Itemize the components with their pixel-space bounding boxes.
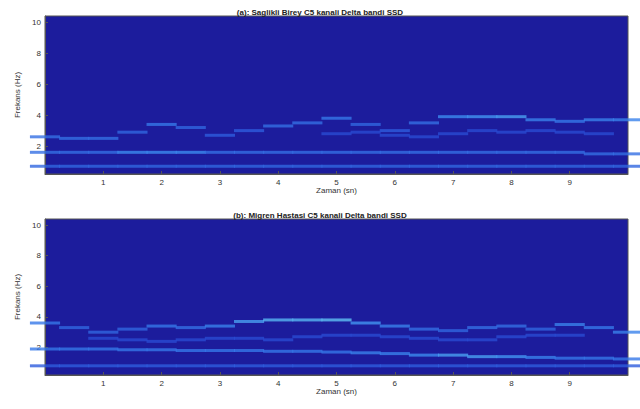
svg-text:7: 7: [451, 178, 456, 187]
svg-text:6: 6: [393, 379, 398, 388]
svg-text:6: 6: [393, 178, 398, 187]
svg-text:Zaman (sn): Zaman (sn): [316, 387, 357, 396]
svg-text:2: 2: [159, 178, 164, 187]
svg-text:3: 3: [218, 178, 223, 187]
svg-text:7: 7: [451, 379, 456, 388]
svg-text:10: 10: [32, 221, 41, 230]
svg-text:6: 6: [37, 282, 42, 291]
svg-text:Frekans (Hz): Frekans (Hz): [13, 274, 22, 321]
svg-text:4: 4: [37, 111, 42, 120]
svg-text:5: 5: [334, 379, 339, 388]
svg-text:5: 5: [334, 178, 339, 187]
svg-text:6: 6: [37, 80, 42, 89]
svg-text:8: 8: [37, 49, 42, 58]
svg-text:4: 4: [276, 178, 281, 187]
svg-text:Frekans (Hz): Frekans (Hz): [13, 72, 22, 119]
svg-text:4: 4: [276, 379, 281, 388]
svg-text:1: 1: [101, 178, 106, 187]
svg-text:8: 8: [509, 178, 514, 187]
svg-text:(a): Saglikli Birey C5 kanali: (a): Saglikli Birey C5 kanali Delta band…: [237, 8, 403, 17]
svg-text:2: 2: [159, 379, 164, 388]
svg-text:1: 1: [101, 379, 106, 388]
svg-text:8: 8: [509, 379, 514, 388]
svg-text:2: 2: [37, 142, 42, 151]
svg-text:4: 4: [37, 312, 42, 321]
svg-text:Zaman (sn): Zaman (sn): [316, 186, 357, 195]
svg-text:9: 9: [567, 379, 572, 388]
svg-text:10: 10: [32, 18, 41, 27]
svg-text:(b): Migren Hastasi C5 kanali: (b): Migren Hastasi C5 kanali Delta band…: [233, 211, 407, 220]
svg-text:9: 9: [567, 178, 572, 187]
svg-text:2: 2: [37, 343, 42, 352]
svg-text:8: 8: [37, 251, 42, 260]
svg-text:3: 3: [218, 379, 223, 388]
